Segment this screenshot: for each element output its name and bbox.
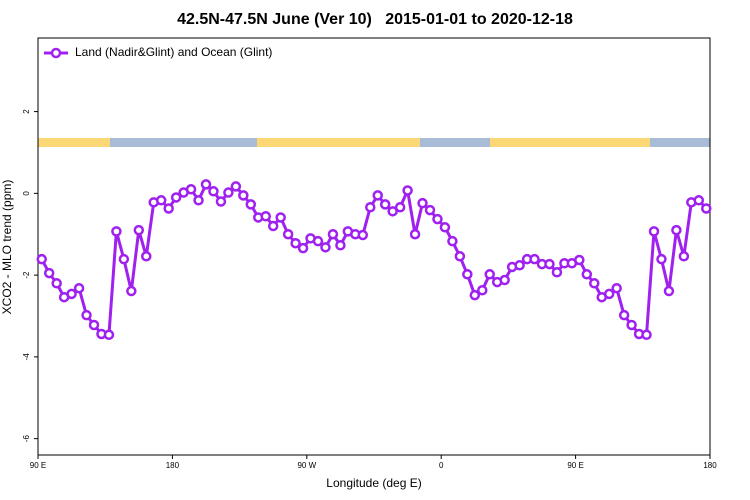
point	[133, 224, 145, 236]
point	[439, 222, 451, 233]
land-strip	[257, 138, 420, 147]
point	[394, 202, 406, 213]
point	[417, 197, 428, 209]
point	[290, 237, 301, 249]
x-tick-label: 90 W	[297, 461, 316, 470]
point	[335, 240, 346, 251]
y-tick-label: -2	[22, 271, 31, 279]
point	[671, 224, 682, 236]
point	[238, 190, 249, 201]
point	[469, 289, 481, 301]
ocean-strip	[420, 138, 490, 147]
point	[193, 195, 204, 206]
point	[663, 285, 675, 297]
point	[111, 226, 122, 237]
point	[260, 210, 271, 222]
point	[447, 235, 458, 247]
point	[141, 251, 152, 262]
point	[275, 212, 286, 223]
point	[484, 269, 495, 280]
point	[185, 184, 197, 195]
point	[357, 229, 369, 241]
point	[379, 199, 391, 210]
x-tick-label: 180	[703, 461, 717, 470]
land-strip	[38, 138, 110, 147]
point	[88, 319, 100, 331]
point	[656, 253, 667, 265]
point	[424, 204, 436, 216]
point	[170, 192, 182, 203]
point	[626, 319, 637, 331]
ocean-strip	[650, 138, 710, 147]
point	[245, 199, 257, 210]
point	[163, 203, 174, 214]
point	[678, 251, 690, 262]
point	[103, 329, 115, 341]
x-axis-label: Longitude (deg E)	[326, 476, 421, 490]
point	[693, 195, 705, 206]
point	[372, 190, 383, 201]
point	[230, 181, 242, 192]
point	[402, 185, 413, 196]
point	[208, 186, 219, 197]
point	[200, 179, 212, 190]
x-tick-label: 90 E	[30, 461, 46, 470]
point	[529, 253, 540, 265]
plot-frame	[37, 37, 711, 456]
point	[36, 253, 47, 265]
point	[365, 202, 376, 213]
point	[387, 206, 398, 217]
point	[544, 258, 555, 270]
y-tick-label: 2	[22, 109, 31, 114]
point	[454, 251, 466, 262]
point	[409, 228, 421, 240]
point	[66, 288, 77, 300]
point	[320, 242, 331, 253]
point	[215, 196, 227, 207]
y-tick-label: -4	[22, 353, 31, 361]
point	[603, 288, 615, 300]
y-tick-label: -6	[22, 435, 31, 443]
point	[432, 213, 443, 225]
point	[43, 267, 55, 279]
y-axis-label: XCO2 - MLO trend (ppm)	[0, 180, 14, 315]
point	[499, 274, 510, 286]
point	[589, 278, 600, 289]
point	[611, 282, 622, 294]
point	[648, 226, 660, 237]
y-tick-label: 0	[22, 191, 31, 196]
point	[462, 269, 473, 280]
point	[73, 282, 85, 294]
point	[223, 187, 234, 198]
point	[297, 242, 309, 254]
point	[551, 267, 563, 278]
chart-title: 42.5N-47.5N June (Ver 10) 2015-01-01 to …	[177, 11, 573, 28]
point	[574, 254, 585, 266]
point	[641, 329, 652, 341]
point	[581, 269, 593, 280]
point	[312, 235, 324, 247]
point	[51, 278, 62, 289]
point	[118, 253, 130, 265]
point	[327, 228, 339, 240]
land-strip	[490, 138, 650, 147]
point	[701, 203, 712, 214]
point	[618, 309, 630, 321]
legend-marker	[50, 47, 62, 59]
point	[267, 220, 279, 232]
point	[282, 228, 294, 240]
point	[126, 285, 137, 297]
x-tick-label: 0	[439, 461, 444, 470]
x-tick-label: 90 E	[567, 461, 583, 470]
point	[155, 195, 167, 206]
legend-label: Land (Nadir&Glint) and Ocean (Glint)	[75, 45, 272, 59]
point	[514, 260, 525, 271]
point	[477, 284, 488, 296]
x-tick-label: 180	[166, 461, 180, 470]
point	[81, 309, 92, 321]
ocean-strip	[110, 138, 257, 147]
